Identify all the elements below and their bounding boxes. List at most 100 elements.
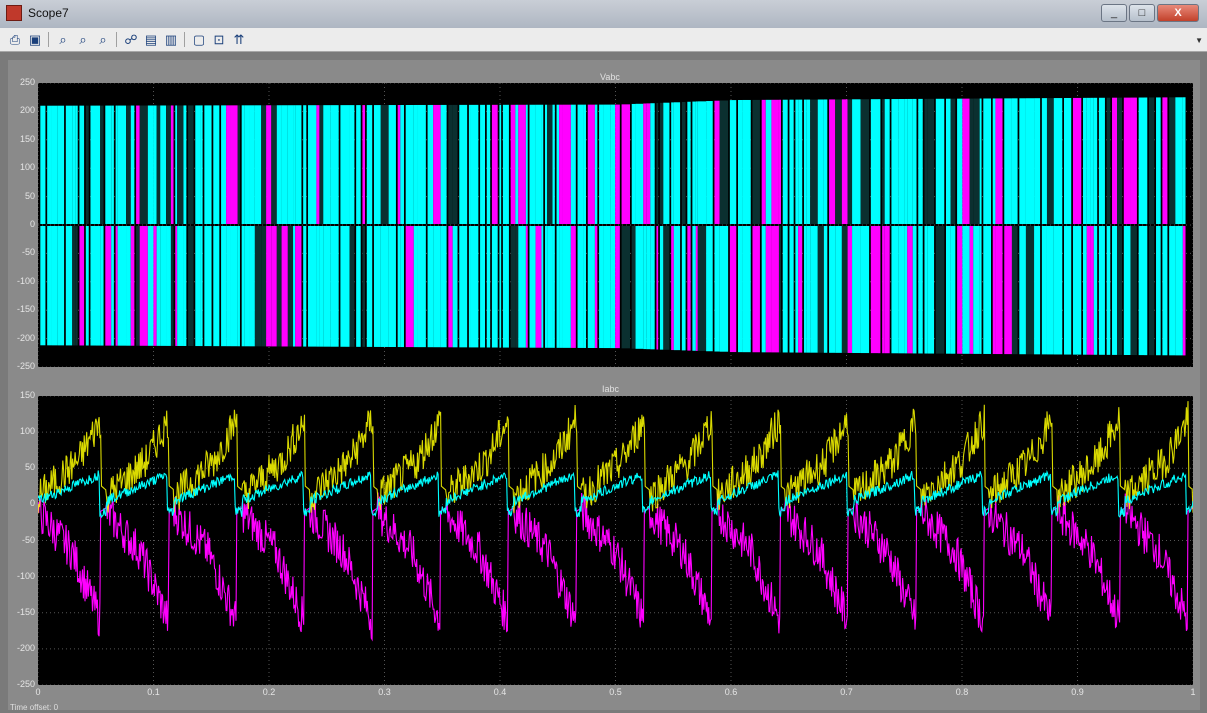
vabc-pulse	[719, 100, 729, 224]
vabc-pulse	[1004, 98, 1012, 224]
vabc-pulse	[195, 226, 201, 347]
vabc-pulse	[117, 105, 127, 224]
vabc-pulse	[577, 226, 584, 348]
vabc-pulse	[547, 104, 553, 224]
vabc-pulse	[556, 226, 560, 348]
zoom-icon[interactable]: ⌕	[59, 32, 67, 47]
vabc-pulse	[556, 104, 560, 224]
vabc-pulse	[692, 101, 696, 224]
vabc-pulse	[907, 98, 913, 224]
vabc-pulse	[96, 105, 101, 224]
vabc-pulse	[714, 226, 720, 352]
floating-scope-icon[interactable]: ▢	[192, 32, 206, 47]
vabc-pulse	[249, 226, 255, 347]
vabc-pulse	[935, 98, 945, 224]
y-tick-label: 0	[29, 219, 35, 229]
vabc-pulse	[973, 226, 980, 354]
vabc-pulse	[85, 105, 89, 224]
vabc-pulse	[841, 226, 848, 353]
minimize-button[interactable]: _	[1101, 4, 1127, 22]
maximize-button[interactable]: □	[1129, 4, 1155, 22]
vabc-pulse	[1182, 97, 1186, 224]
vabc-pulse	[778, 226, 781, 353]
y-tick-label: -50	[21, 247, 35, 258]
parameters-icon[interactable]: ▣	[28, 32, 42, 47]
vabc-pulse	[697, 101, 707, 224]
vabc-pulse	[1130, 226, 1137, 356]
autoscale-icon[interactable]: ☍	[124, 32, 138, 47]
window-controls: _ □ X	[1101, 4, 1199, 22]
vabc-pulse	[177, 226, 184, 346]
vabc-pulse	[1086, 97, 1091, 224]
vabc-pulse	[729, 226, 737, 353]
vabc-pulse	[105, 226, 112, 346]
vabc-pulse	[470, 226, 479, 348]
y-tick-label: -100	[16, 570, 35, 581]
restore-axes-icon[interactable]: ▥	[164, 32, 178, 47]
vabc-pulse	[847, 226, 853, 353]
print-icon[interactable]: ⎙	[9, 32, 21, 47]
zoom-y-icon[interactable]: ⌕	[99, 32, 107, 47]
x-tick-label: 0.8	[955, 687, 969, 697]
vabc-pulse	[882, 99, 885, 224]
vabc-pulse	[621, 226, 630, 349]
vabc-pulse	[610, 104, 616, 224]
vabc-pulse	[789, 226, 794, 353]
vabc-pulse	[803, 99, 807, 224]
y-tick-label: 250	[19, 77, 35, 87]
y-tick-label: -250	[16, 361, 35, 371]
vabc-pulse	[400, 226, 404, 348]
x-tick-label: 0.3	[378, 687, 391, 697]
vabc-pulse	[373, 226, 381, 347]
vabc-pulse	[515, 226, 519, 348]
x-tick-label: 0.9	[1071, 687, 1084, 697]
vabc-pulse	[319, 226, 324, 347]
vabc-pulse	[631, 226, 636, 349]
vabc-pulse	[1098, 97, 1105, 224]
vabc-pulse	[935, 226, 945, 354]
vabc-pulse	[681, 101, 686, 224]
vabc-pulse	[1046, 226, 1054, 355]
vabc-pulse	[1169, 226, 1176, 356]
vabc-pulse	[117, 226, 127, 346]
vabc-pulse	[714, 100, 720, 224]
vabc-pulse	[692, 226, 696, 351]
vabc-pulse	[156, 105, 161, 224]
vabc-pulse	[126, 226, 131, 346]
vabc-pulse	[946, 98, 951, 224]
vabc-pulse	[860, 226, 870, 354]
vabc-pulse	[295, 105, 302, 224]
vabc-pulse	[266, 105, 272, 224]
signal-selection-icon[interactable]: ⇈	[233, 32, 245, 47]
plot2-axes[interactable]	[38, 396, 1193, 685]
vabc-pulse	[448, 226, 453, 348]
iabc-series-yellow	[38, 401, 1193, 514]
vabc-pulse	[798, 99, 803, 224]
vabc-pulse	[541, 226, 544, 348]
vabc-pulse	[115, 226, 118, 346]
vabc-pulse	[798, 226, 803, 353]
save-axes-icon[interactable]: ▤	[144, 32, 158, 47]
lock-axes-icon[interactable]: ⊡	[213, 32, 225, 47]
vabc-pulse	[541, 104, 544, 224]
close-button[interactable]: X	[1157, 4, 1199, 22]
vabc-pulse	[1138, 97, 1145, 224]
zoom-x-icon[interactable]: ⌕	[79, 32, 87, 47]
vabc-pulse	[380, 226, 389, 347]
vabc-pulse	[559, 104, 563, 224]
vabc-pulse	[356, 105, 361, 224]
status-text: Time offset: 0	[10, 703, 59, 712]
vabc-pulse	[136, 105, 140, 224]
vabc-pulse	[405, 226, 414, 348]
plot1-axes[interactable]	[38, 83, 1193, 367]
vabc-pulse	[254, 105, 262, 224]
vabc-pulse	[293, 105, 296, 224]
vabc-pulse	[650, 103, 655, 224]
vabc-pulse	[188, 226, 194, 347]
toolbar-overflow-icon[interactable]: ▼	[1195, 36, 1203, 45]
vabc-pulse	[795, 226, 799, 353]
vabc-pulse	[433, 226, 441, 348]
vabc-pulse	[1144, 97, 1148, 224]
vabc-pulse	[100, 226, 104, 346]
vabc-pulse	[983, 226, 992, 354]
